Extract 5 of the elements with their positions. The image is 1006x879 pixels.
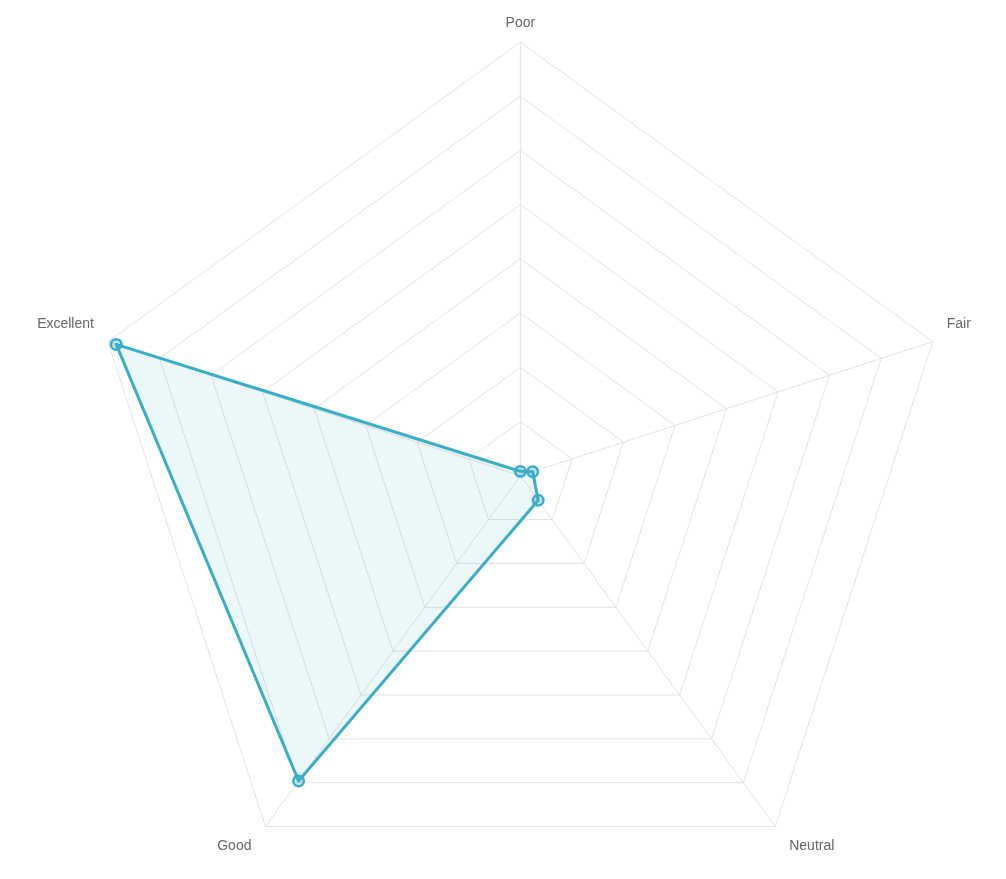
spoke-label: Good	[217, 836, 252, 853]
spoke-label: Excellent	[37, 314, 95, 331]
spoke-label: Poor	[505, 14, 536, 31]
spoke-label: Fair	[946, 314, 972, 331]
spoke-label: Neutral	[789, 836, 835, 853]
